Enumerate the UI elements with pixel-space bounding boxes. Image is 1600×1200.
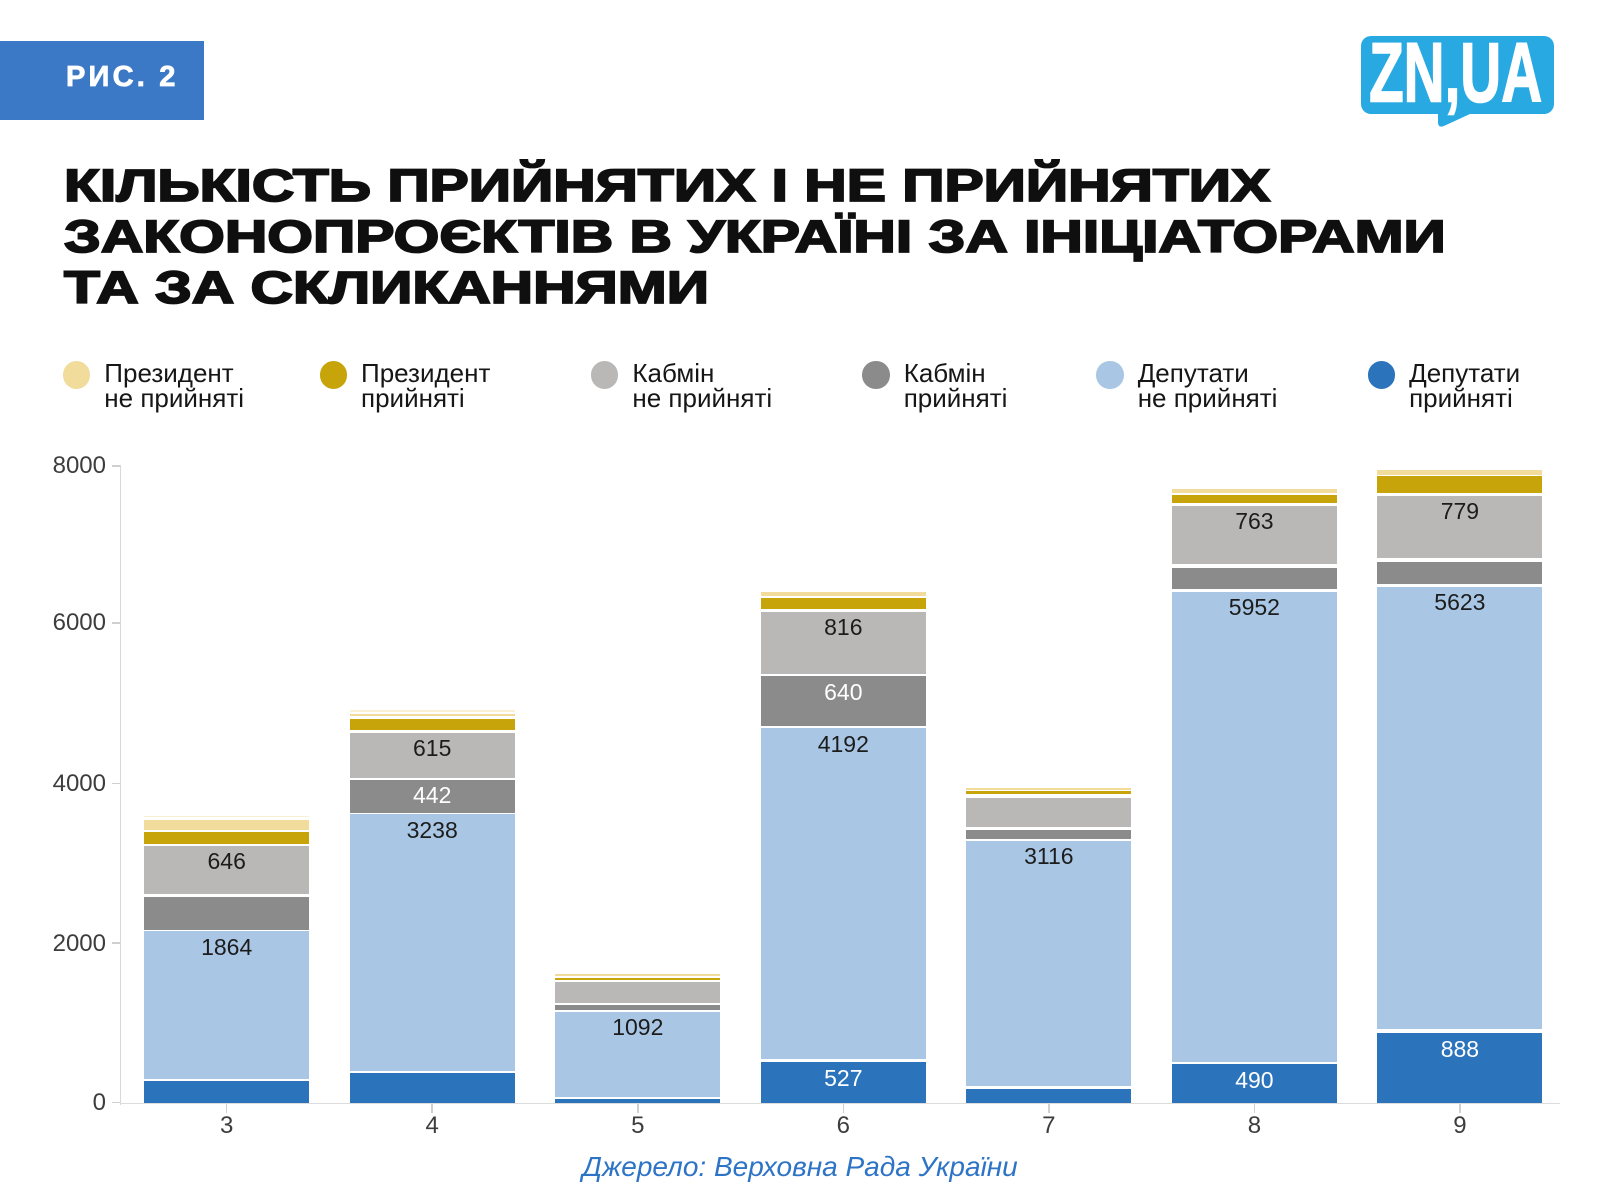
svg-text:ZN,UA: ZN,UA [1369,36,1542,119]
